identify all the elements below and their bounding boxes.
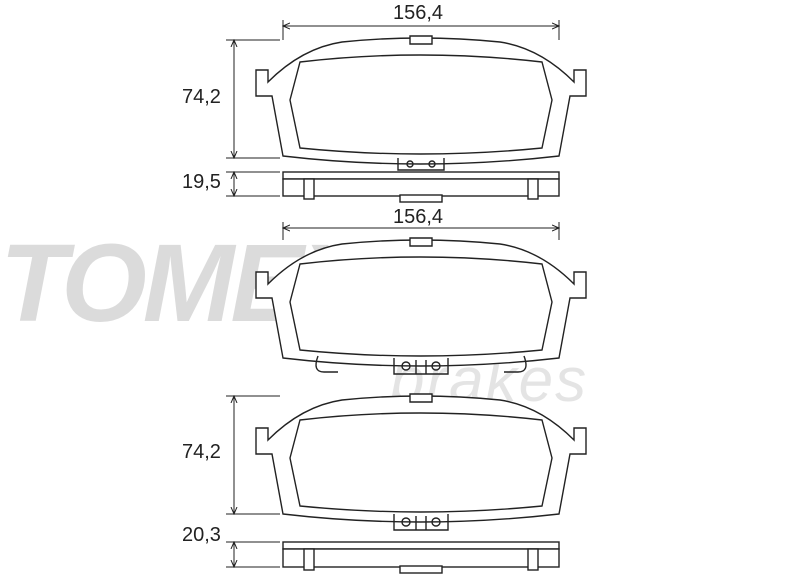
brake-pad-top xyxy=(256,36,586,170)
brake-pad-side-2 xyxy=(283,542,559,573)
dim-side2-lines xyxy=(226,542,280,567)
brake-pad-side-1 xyxy=(283,172,559,202)
brake-pad-middle xyxy=(256,238,586,374)
brake-pad-bottom xyxy=(256,394,586,530)
technical-drawing xyxy=(0,0,786,586)
dim-side1-lines xyxy=(226,172,280,196)
